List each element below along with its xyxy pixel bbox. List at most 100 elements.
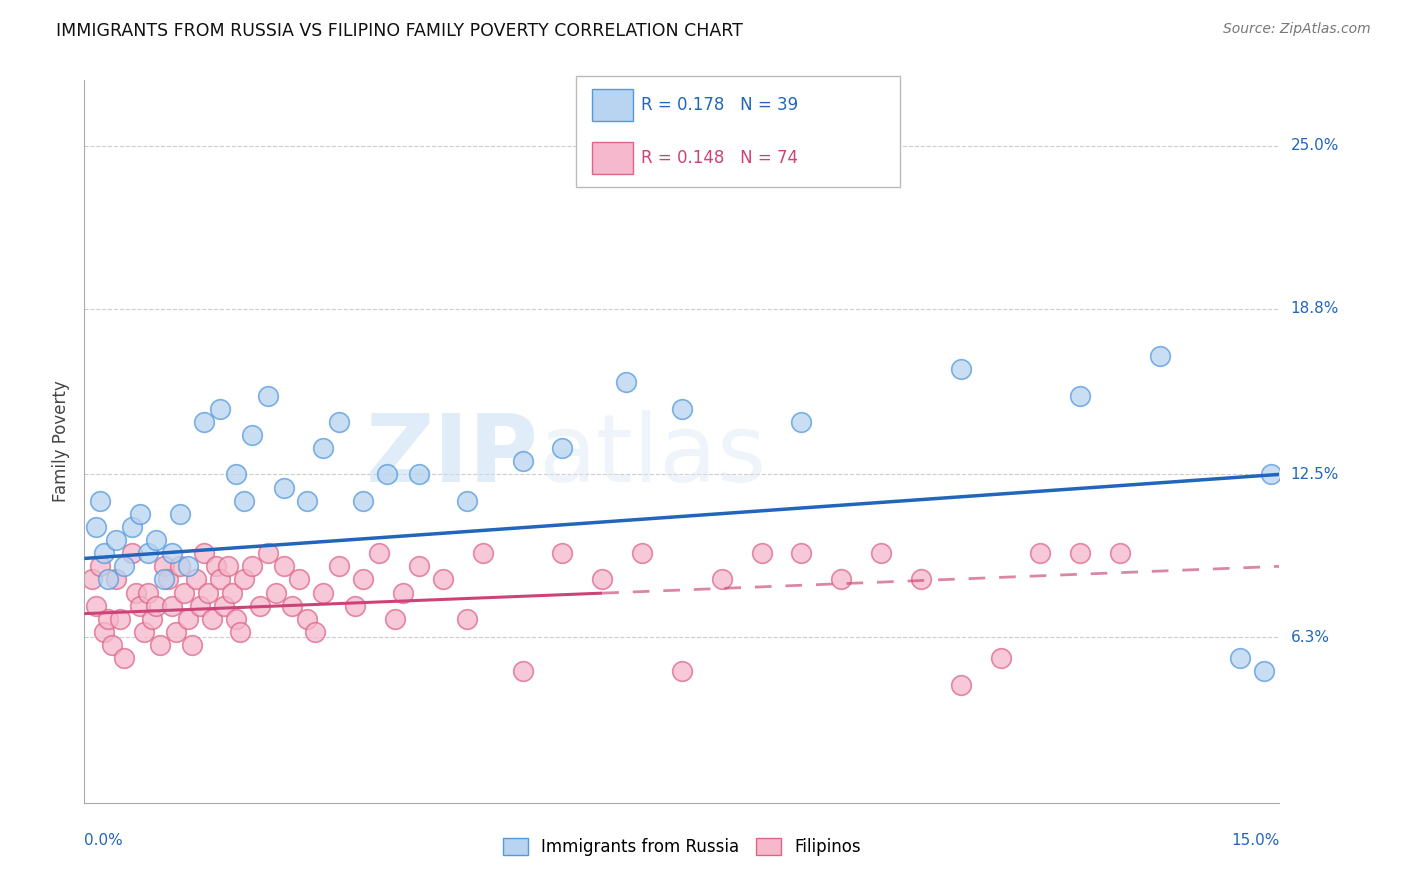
Point: [121, 546, 143, 560]
Text: ZIP: ZIP: [366, 410, 538, 502]
Point: [89, 493, 111, 508]
Point: [160, 546, 183, 560]
Point: [408, 559, 430, 574]
Point: [165, 625, 187, 640]
Text: atlas: atlas: [538, 410, 766, 502]
Point: [273, 559, 295, 574]
Point: [304, 625, 326, 640]
Point: [368, 546, 391, 560]
Point: [614, 376, 637, 390]
Point: [86, 599, 108, 613]
Point: [145, 599, 167, 613]
Point: [432, 573, 454, 587]
Point: [157, 573, 180, 587]
Point: [408, 467, 430, 482]
Point: [129, 507, 152, 521]
Point: [1029, 546, 1052, 560]
Point: [551, 546, 574, 560]
Point: [1069, 388, 1091, 402]
Point: [136, 585, 159, 599]
Point: [949, 362, 972, 376]
Point: [830, 573, 852, 587]
Text: 6.3%: 6.3%: [1291, 630, 1330, 645]
Point: [671, 401, 693, 416]
Text: Source: ZipAtlas.com: Source: ZipAtlas.com: [1223, 22, 1371, 37]
Point: [169, 507, 191, 521]
Point: [153, 559, 176, 574]
Point: [205, 559, 228, 574]
Point: [125, 585, 148, 599]
Point: [710, 573, 733, 587]
Point: [177, 612, 200, 626]
Point: [229, 625, 252, 640]
Point: [256, 388, 278, 402]
Point: [184, 573, 207, 587]
Point: [217, 559, 239, 574]
Text: 12.5%: 12.5%: [1291, 467, 1339, 482]
Point: [101, 638, 124, 652]
Point: [288, 573, 311, 587]
Point: [121, 520, 143, 534]
Point: [471, 546, 494, 560]
Point: [273, 481, 295, 495]
Point: [110, 612, 132, 626]
Point: [751, 546, 773, 560]
Point: [93, 546, 115, 560]
Point: [790, 415, 813, 429]
Point: [949, 677, 972, 691]
Point: [188, 599, 211, 613]
Text: 15.0%: 15.0%: [1232, 833, 1279, 848]
Point: [1260, 467, 1282, 482]
Point: [160, 599, 183, 613]
Point: [1109, 546, 1132, 560]
Point: [112, 651, 135, 665]
Point: [93, 625, 115, 640]
Point: [990, 651, 1012, 665]
Point: [1069, 546, 1091, 560]
Point: [225, 612, 247, 626]
Point: [512, 665, 534, 679]
Text: R = 0.148   N = 74: R = 0.148 N = 74: [641, 149, 799, 167]
Point: [256, 546, 278, 560]
Point: [1229, 651, 1251, 665]
Point: [141, 612, 163, 626]
Point: [264, 585, 287, 599]
Point: [232, 493, 254, 508]
Point: [456, 612, 478, 626]
Point: [193, 546, 215, 560]
Point: [129, 599, 152, 613]
Point: [392, 585, 415, 599]
Point: [232, 573, 254, 587]
Text: IMMIGRANTS FROM RUSSIA VS FILIPINO FAMILY POVERTY CORRELATION CHART: IMMIGRANTS FROM RUSSIA VS FILIPINO FAMIL…: [56, 22, 744, 40]
Point: [456, 493, 478, 508]
Point: [89, 559, 111, 574]
Point: [169, 559, 191, 574]
Point: [312, 585, 335, 599]
Text: 0.0%: 0.0%: [84, 833, 124, 848]
Point: [240, 559, 263, 574]
Point: [328, 415, 350, 429]
Point: [910, 573, 932, 587]
Point: [105, 573, 128, 587]
Point: [280, 599, 302, 613]
Point: [225, 467, 247, 482]
Text: 18.8%: 18.8%: [1291, 301, 1339, 317]
Legend: Immigrants from Russia, Filipinos: Immigrants from Russia, Filipinos: [496, 831, 868, 863]
Point: [375, 467, 398, 482]
Point: [671, 665, 693, 679]
Point: [297, 612, 319, 626]
Point: [201, 612, 224, 626]
Point: [221, 585, 243, 599]
Point: [297, 493, 319, 508]
Point: [153, 573, 176, 587]
Point: [790, 546, 813, 560]
Point: [105, 533, 128, 547]
Point: [97, 573, 120, 587]
Point: [149, 638, 172, 652]
Point: [112, 559, 135, 574]
Text: R = 0.178   N = 39: R = 0.178 N = 39: [641, 96, 799, 114]
Point: [512, 454, 534, 468]
Point: [145, 533, 167, 547]
Point: [177, 559, 200, 574]
Point: [132, 625, 156, 640]
